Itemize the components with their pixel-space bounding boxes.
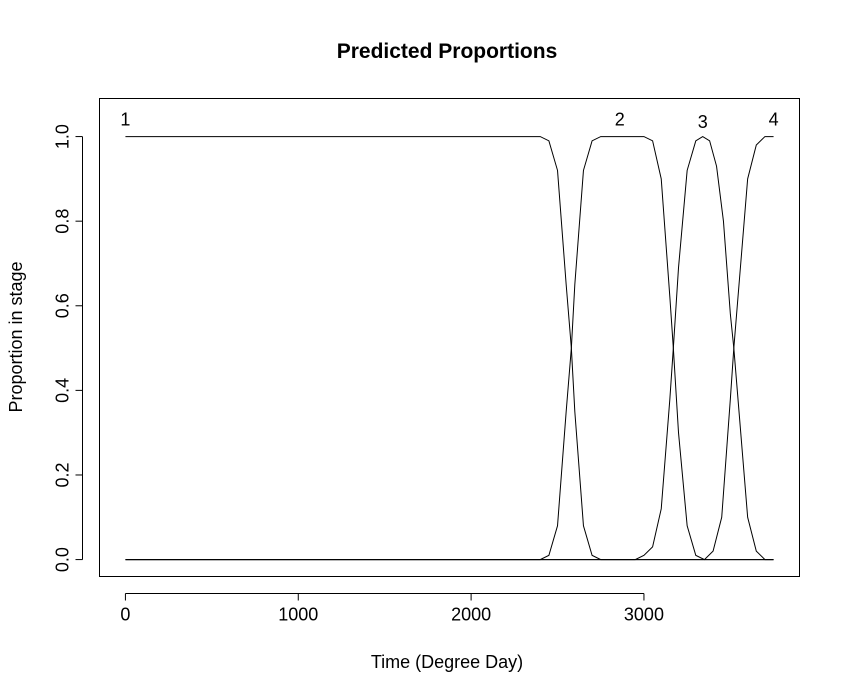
series-line-stage-3 bbox=[125, 135, 774, 561]
y-axis: 0.0 0.2 0.4 0.6 0.8 1.0 bbox=[53, 124, 83, 572]
x-tick-label: 0 bbox=[120, 605, 130, 625]
y-axis-label: Proportion in stage bbox=[6, 261, 26, 412]
series-line-stage-2 bbox=[125, 136, 774, 561]
stage-labels: 1 2 3 4 bbox=[120, 110, 778, 132]
chart-title: Predicted Proportions bbox=[337, 40, 558, 63]
series-line-stage-4 bbox=[125, 136, 774, 561]
x-tick-label: 3000 bbox=[624, 605, 664, 625]
series-layer bbox=[125, 135, 774, 561]
y-tick-label: 0.0 bbox=[53, 547, 73, 572]
y-tick-label: 1.0 bbox=[53, 124, 73, 149]
stage-label-2: 2 bbox=[615, 110, 625, 130]
x-tick-label: 1000 bbox=[278, 605, 318, 625]
plot-frame bbox=[99, 98, 800, 577]
y-tick-label: 0.4 bbox=[53, 378, 73, 403]
y-tick-label: 0.2 bbox=[53, 462, 73, 487]
stage-label-4: 4 bbox=[769, 110, 779, 130]
y-tick-label: 0.8 bbox=[53, 209, 73, 234]
y-tick-label: 0.6 bbox=[53, 293, 73, 318]
stage-label-1: 1 bbox=[120, 110, 130, 130]
stage-label-3: 3 bbox=[698, 112, 708, 132]
series-line-stage-1 bbox=[125, 136, 774, 561]
x-axis: 0 1000 2000 3000 bbox=[120, 593, 664, 625]
x-tick-label: 2000 bbox=[451, 605, 491, 625]
x-axis-label: Time (Degree Day) bbox=[371, 652, 523, 672]
